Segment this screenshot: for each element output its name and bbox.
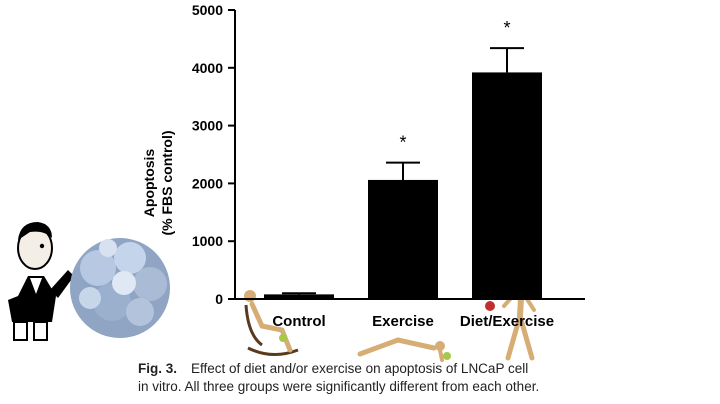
x-category-label-2: Diet/Exercise <box>460 313 554 330</box>
bars: Control * Exercise * Diet/Exercise <box>264 18 554 330</box>
y-tick-label-1: 1000 <box>192 233 223 249</box>
significance-marker-2: * <box>503 18 510 38</box>
figure-caption: Fig. 3. Effect of diet and/or exercise on… <box>138 360 698 396</box>
y-tick-label-0: 0 <box>215 291 223 307</box>
caption-line-2: in vitro. All three groups were signific… <box>138 379 540 394</box>
significance-marker-1: * <box>399 133 406 153</box>
cartoon-man-icon <box>8 222 74 341</box>
x-category-label-1: Exercise <box>372 313 434 330</box>
caption-line-1: Effect of diet and/or exercise on apopto… <box>191 361 529 376</box>
y-tick-label-3: 3000 <box>192 118 223 134</box>
bar-2 <box>472 72 542 299</box>
y-tick-label-5: 5000 <box>192 2 223 18</box>
mannequin-pushup-icon <box>357 337 451 362</box>
x-category-label-0: Control <box>272 313 325 330</box>
figure-label: Fig. 3. <box>138 361 178 376</box>
bar-1 <box>368 179 438 299</box>
y-tick-label-2: 2000 <box>192 175 223 191</box>
y-axis-title-line2: (% FBS control) <box>159 131 175 236</box>
y-tick-label-4: 4000 <box>192 60 223 76</box>
y-axis-title: Apoptosis (% FBS control) <box>141 131 175 236</box>
cancer-cell-cluster-icon <box>70 238 170 338</box>
y-ticks: 0 1000 2000 3000 4000 5000 <box>192 2 235 307</box>
y-axis-title-line1: Apoptosis <box>141 149 157 218</box>
bar-0 <box>264 294 334 299</box>
